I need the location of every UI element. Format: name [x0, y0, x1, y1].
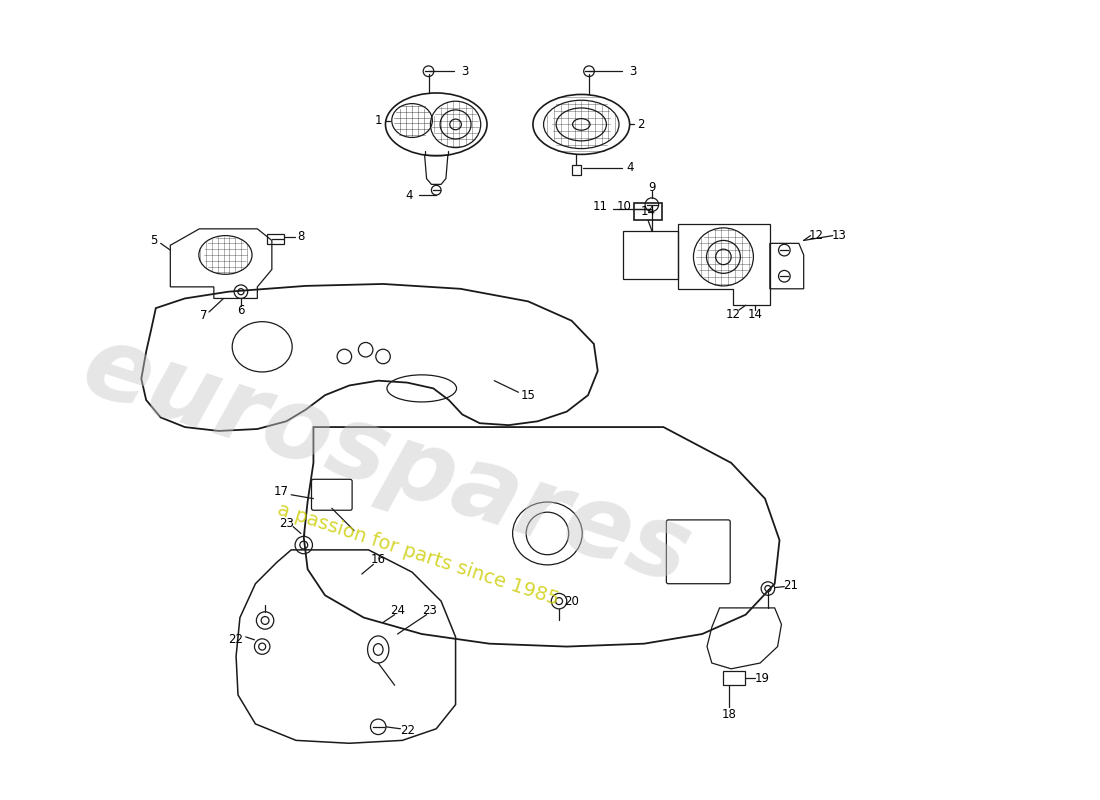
Text: 12: 12 [808, 229, 824, 242]
Text: a passion for parts since 1985: a passion for parts since 1985 [275, 500, 561, 610]
Text: eurospares: eurospares [70, 318, 702, 606]
Text: 3: 3 [629, 65, 636, 78]
Text: 17: 17 [274, 486, 289, 498]
Text: 9: 9 [648, 181, 656, 194]
Text: 24: 24 [390, 604, 405, 618]
Text: 4: 4 [406, 189, 412, 202]
Text: 20: 20 [564, 594, 579, 608]
Text: 4: 4 [626, 162, 634, 174]
Text: 18: 18 [722, 708, 737, 721]
Text: 16: 16 [371, 553, 386, 566]
Text: 7: 7 [200, 310, 208, 322]
Text: 23: 23 [422, 604, 437, 618]
Text: 13: 13 [832, 229, 847, 242]
Text: 6: 6 [238, 303, 244, 317]
Text: 5: 5 [151, 234, 157, 247]
Text: 1: 1 [374, 114, 382, 127]
Text: 15: 15 [520, 389, 536, 402]
Text: 22: 22 [399, 724, 415, 738]
Text: 21: 21 [783, 579, 799, 592]
Text: 22: 22 [229, 634, 243, 646]
Text: 14: 14 [748, 309, 762, 322]
Text: 19: 19 [755, 672, 770, 685]
Text: 14: 14 [640, 205, 656, 218]
Text: 2: 2 [638, 118, 645, 131]
Text: 23: 23 [279, 518, 294, 530]
Text: 8: 8 [297, 230, 305, 243]
Text: 12: 12 [726, 309, 740, 322]
Text: 11: 11 [593, 200, 608, 213]
Text: 10: 10 [616, 200, 631, 213]
Text: 3: 3 [462, 65, 469, 78]
